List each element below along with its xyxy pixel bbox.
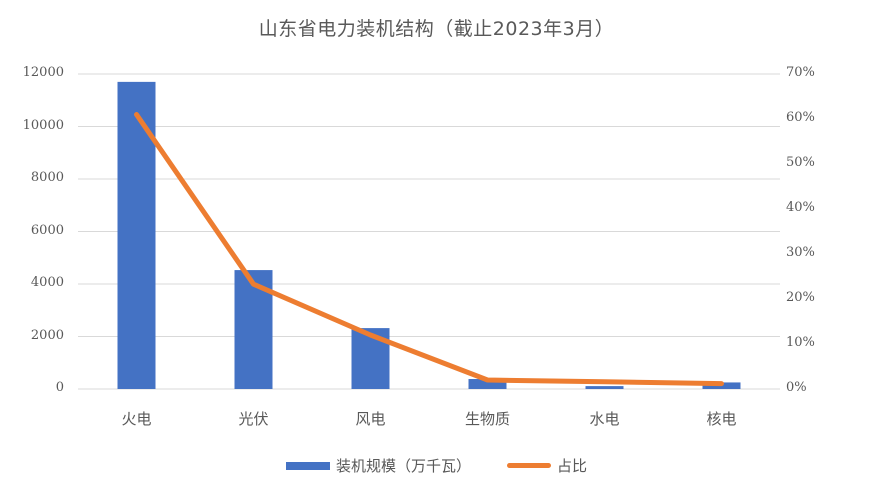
category-label: 风电 xyxy=(355,410,386,428)
right-tick-label: 60% xyxy=(786,110,815,125)
right-tick-label: 40% xyxy=(786,200,815,215)
left-tick-label: 6000 xyxy=(30,222,64,238)
right-tick-label: 10% xyxy=(786,335,815,350)
bar[interactable] xyxy=(117,81,156,389)
right-tick-label: 0% xyxy=(786,380,807,395)
right-tick-label: 20% xyxy=(786,290,815,305)
legend-label-share: 占比 xyxy=(557,457,588,475)
left-tick-label: 4000 xyxy=(30,275,64,290)
category-label: 水电 xyxy=(589,410,620,428)
legend-line-swatch xyxy=(507,463,551,468)
legend-item-share[interactable]: 占比 xyxy=(507,455,587,476)
category-label: 生物质 xyxy=(464,410,510,428)
left-tick-label: 12000 xyxy=(22,65,64,80)
left-tick-label: 2000 xyxy=(30,327,64,343)
bar[interactable] xyxy=(585,386,624,389)
legend-item-capacity[interactable]: 装机规模（万千瓦） xyxy=(285,455,471,476)
category-label: 核电 xyxy=(706,410,737,428)
left-tick-label: 10000 xyxy=(22,117,64,133)
share-line[interactable] xyxy=(134,112,724,387)
category-label: 光伏 xyxy=(238,410,269,428)
right-tick-label: 70% xyxy=(786,65,815,80)
left-tick-label: 0 xyxy=(55,380,64,395)
legend: 装机规模（万千瓦） 占比 xyxy=(0,455,873,476)
legend-label-capacity: 装机规模（万千瓦） xyxy=(335,457,471,475)
bar[interactable] xyxy=(468,379,507,389)
chart-title: 山东省电力装机结构（截止2023年3月） xyxy=(258,18,615,40)
right-tick-label: 50% xyxy=(786,155,815,170)
left-tick-label: 8000 xyxy=(30,170,64,185)
category-label: 火电 xyxy=(121,410,152,428)
legend-bar-swatch xyxy=(285,461,330,470)
right-tick-label: 30% xyxy=(786,245,815,260)
